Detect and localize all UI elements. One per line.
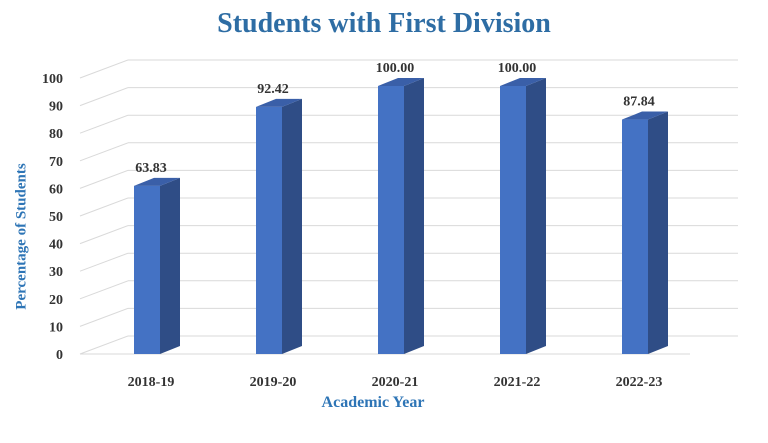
value-labels: 63.83 92.42 100.00 100.00 87.84 bbox=[135, 61, 655, 176]
y-tick-label: 90 bbox=[49, 100, 63, 115]
bar-front bbox=[134, 185, 160, 354]
bar bbox=[622, 111, 668, 354]
x-axis-label: Academic Year bbox=[321, 394, 425, 411]
bar-front bbox=[500, 86, 526, 354]
gridline-diagonal bbox=[79, 280, 129, 300]
y-tick-label: 60 bbox=[49, 182, 63, 197]
chart-title: Students with First Division bbox=[217, 8, 551, 39]
bar-top bbox=[500, 78, 546, 86]
bar-top bbox=[622, 111, 668, 120]
gridline-diagonal bbox=[79, 252, 129, 272]
data-label: 100.00 bbox=[498, 61, 537, 76]
y-tick-label: 0 bbox=[56, 348, 63, 363]
bar bbox=[500, 78, 546, 354]
gridline-diagonal bbox=[79, 225, 129, 245]
bar-side bbox=[282, 98, 302, 354]
bar-side bbox=[160, 177, 180, 354]
bar bbox=[256, 98, 302, 354]
bar-top bbox=[134, 177, 180, 186]
data-label: 92.42 bbox=[257, 82, 289, 97]
gridline-diagonal bbox=[79, 59, 129, 79]
x-tick-label: 2020-21 bbox=[372, 375, 419, 390]
bar-top bbox=[378, 78, 424, 86]
bar-side bbox=[526, 78, 546, 354]
y-tick-label: 100 bbox=[42, 72, 63, 87]
gridline-diagonal bbox=[79, 169, 129, 189]
bar-front bbox=[622, 119, 648, 354]
y-tick-label: 30 bbox=[49, 265, 63, 280]
gridline-diagonal bbox=[79, 307, 129, 327]
data-label: 87.84 bbox=[623, 95, 655, 110]
y-tick-label: 20 bbox=[49, 293, 63, 308]
gridline-diagonal bbox=[79, 114, 129, 134]
y-tick-label: 10 bbox=[49, 320, 63, 335]
y-tick-label: 50 bbox=[49, 210, 63, 225]
x-tick-label: 2022-23 bbox=[616, 375, 663, 390]
y-tick-labels: 0 10 20 30 40 50 60 70 80 90 100 bbox=[42, 72, 63, 363]
gridline-diagonal bbox=[79, 335, 129, 355]
data-label: 63.83 bbox=[135, 161, 167, 176]
bar-side bbox=[648, 111, 668, 354]
x-tick-label: 2019-20 bbox=[250, 375, 297, 390]
gridline-diagonal bbox=[79, 197, 129, 217]
data-label: 100.00 bbox=[376, 61, 415, 76]
bar bbox=[378, 78, 424, 354]
bar-top bbox=[256, 98, 302, 107]
gridline-diagonal bbox=[79, 142, 129, 162]
x-tick-label: 2021-22 bbox=[494, 375, 541, 390]
bar-front bbox=[256, 106, 282, 354]
bars bbox=[134, 78, 668, 354]
y-tick-label: 80 bbox=[49, 127, 63, 142]
bar-front bbox=[378, 86, 404, 354]
y-tick-label: 40 bbox=[49, 238, 63, 253]
gridline-diagonal bbox=[79, 87, 129, 107]
x-tick-label: 2018-19 bbox=[128, 375, 175, 390]
bar-side bbox=[404, 78, 424, 354]
x-tick-labels: 2018-19 2019-20 2020-21 2021-22 2022-23 bbox=[128, 375, 663, 390]
y-tick-label: 70 bbox=[49, 155, 63, 170]
bar bbox=[134, 177, 180, 354]
